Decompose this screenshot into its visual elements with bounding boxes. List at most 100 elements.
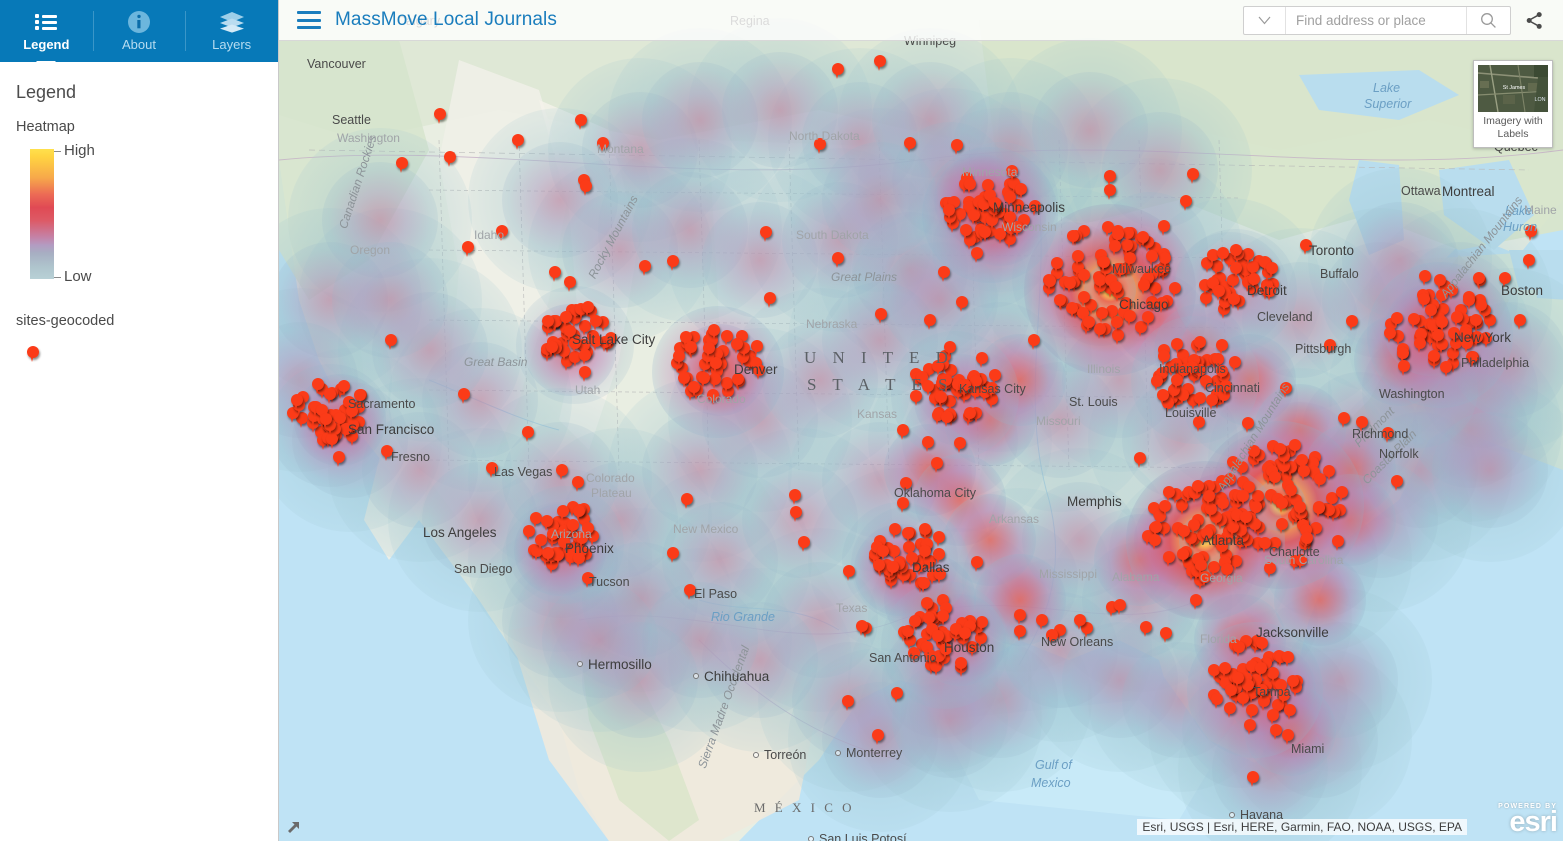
map-pin-marker[interactable] bbox=[939, 373, 953, 392]
tab-layers[interactable]: Layers bbox=[185, 0, 278, 62]
map-pin-marker[interactable] bbox=[1335, 485, 1349, 504]
map-pin-marker[interactable] bbox=[1134, 320, 1148, 339]
map-pin-marker[interactable] bbox=[534, 533, 548, 552]
map-pin-marker[interactable] bbox=[1170, 373, 1184, 392]
map-pin-marker[interactable] bbox=[1218, 661, 1232, 680]
map-pin-marker[interactable] bbox=[1313, 472, 1327, 491]
map-pin-marker[interactable] bbox=[953, 436, 967, 455]
map-pin-marker[interactable] bbox=[1300, 531, 1314, 550]
map-pin-marker[interactable] bbox=[752, 363, 766, 382]
map-pin-marker[interactable] bbox=[1206, 248, 1220, 267]
map-pin-marker[interactable] bbox=[1093, 322, 1107, 341]
map-pin-marker[interactable] bbox=[942, 203, 956, 222]
map-pin-marker[interactable] bbox=[1103, 169, 1117, 188]
map-pin-marker[interactable] bbox=[485, 461, 499, 480]
map-pin-marker[interactable] bbox=[1186, 167, 1200, 186]
map-pin-marker[interactable] bbox=[574, 113, 588, 132]
map-pin-marker[interactable] bbox=[1215, 338, 1229, 357]
map-pin-marker[interactable] bbox=[581, 300, 595, 319]
map-pin-marker[interactable] bbox=[1309, 521, 1323, 540]
map-pin-marker[interactable] bbox=[1176, 547, 1190, 566]
map-pin-marker[interactable] bbox=[679, 330, 693, 349]
map-pin-marker[interactable] bbox=[931, 359, 945, 378]
map-pin-marker[interactable] bbox=[923, 313, 937, 332]
map-pin-marker[interactable] bbox=[684, 340, 698, 359]
map-pin-marker[interactable] bbox=[1219, 379, 1233, 398]
map-pin-marker[interactable] bbox=[933, 567, 947, 586]
map-pin-marker[interactable] bbox=[940, 410, 954, 429]
map-pin-marker[interactable] bbox=[1194, 558, 1208, 577]
map-pin-marker[interactable] bbox=[1246, 770, 1260, 789]
map-pin-marker[interactable] bbox=[1281, 650, 1295, 669]
map-pin-marker[interactable] bbox=[899, 476, 913, 495]
map-pin-marker[interactable] bbox=[1418, 269, 1432, 288]
map-pin-marker[interactable] bbox=[1445, 283, 1459, 302]
map-pin-marker[interactable] bbox=[930, 456, 944, 475]
map-pin-marker[interactable] bbox=[1231, 671, 1245, 690]
map-pin-marker[interactable] bbox=[596, 136, 610, 155]
map-pin-marker[interactable] bbox=[1247, 444, 1261, 463]
map-pin-marker[interactable] bbox=[1255, 683, 1269, 702]
map-pin-marker[interactable] bbox=[1157, 349, 1171, 368]
map-pin-marker[interactable] bbox=[1355, 415, 1369, 434]
map-pin-marker[interactable] bbox=[1284, 483, 1298, 502]
map-pin-marker[interactable] bbox=[1397, 359, 1411, 378]
map-pin-marker[interactable] bbox=[1045, 628, 1059, 647]
map-pin-marker[interactable] bbox=[1210, 692, 1224, 711]
map-pin-marker[interactable] bbox=[1427, 349, 1441, 368]
map-pin-marker[interactable] bbox=[557, 535, 571, 554]
map-pin-marker[interactable] bbox=[1191, 479, 1205, 498]
map-pin-marker[interactable] bbox=[545, 340, 559, 359]
map-pin-marker[interactable] bbox=[763, 291, 777, 310]
map-pin-marker[interactable] bbox=[750, 339, 764, 358]
map-pin-marker[interactable] bbox=[666, 254, 680, 273]
map-pin-marker[interactable] bbox=[571, 475, 585, 494]
map-pin-marker[interactable] bbox=[1010, 220, 1024, 239]
map-pin-marker[interactable] bbox=[1337, 411, 1351, 430]
map-pin-marker[interactable] bbox=[581, 571, 595, 590]
map-pin-marker[interactable] bbox=[1483, 313, 1497, 332]
map-pin-marker[interactable] bbox=[1210, 259, 1224, 278]
map-pin-marker[interactable] bbox=[380, 444, 394, 463]
map-pin-marker[interactable] bbox=[1299, 238, 1313, 257]
map-pin-marker[interactable] bbox=[563, 275, 577, 294]
map-pin-marker[interactable] bbox=[969, 374, 983, 393]
map-pin-marker[interactable] bbox=[1435, 315, 1449, 334]
map-pin-marker[interactable] bbox=[1193, 335, 1207, 354]
map-pin-marker[interactable] bbox=[1390, 311, 1404, 330]
map-pin-marker[interactable] bbox=[572, 551, 586, 570]
map-pin-marker[interactable] bbox=[1199, 374, 1213, 393]
map-pin-marker[interactable] bbox=[842, 564, 856, 583]
map-pin-marker[interactable] bbox=[1230, 508, 1244, 527]
map-pin-marker[interactable] bbox=[1077, 290, 1091, 309]
map-pin-marker[interactable] bbox=[1522, 253, 1536, 272]
map-pin-marker[interactable] bbox=[1027, 333, 1041, 352]
map-pin-marker[interactable] bbox=[1275, 517, 1289, 536]
map-pin-marker[interactable] bbox=[932, 530, 946, 549]
map-pin-marker[interactable] bbox=[311, 377, 325, 396]
map-pin-marker[interactable] bbox=[1266, 708, 1280, 727]
map-pin-marker[interactable] bbox=[1297, 464, 1311, 483]
map-pin-marker[interactable] bbox=[1474, 298, 1488, 317]
map-pin-marker[interactable] bbox=[1200, 526, 1214, 545]
map-pin-marker[interactable] bbox=[887, 544, 901, 563]
expand-arrow-icon[interactable] bbox=[286, 819, 302, 835]
map-pin-marker[interactable] bbox=[888, 522, 902, 541]
map-pin-marker[interactable] bbox=[1145, 249, 1159, 268]
map-pin-marker[interactable] bbox=[1192, 415, 1206, 434]
map-pin-marker[interactable] bbox=[1141, 310, 1155, 329]
map-pin-marker[interactable] bbox=[1245, 703, 1259, 722]
map-pin-marker[interactable] bbox=[1322, 464, 1336, 483]
map-pin-marker[interactable] bbox=[1014, 182, 1028, 201]
map-pin-marker[interactable] bbox=[1162, 550, 1176, 569]
map-pin-marker[interactable] bbox=[1150, 374, 1164, 393]
map-pin-marker[interactable] bbox=[1236, 691, 1250, 710]
map-pin-marker[interactable] bbox=[290, 393, 304, 412]
map-pin-marker[interactable] bbox=[1263, 284, 1277, 303]
map-pin-marker[interactable] bbox=[1331, 534, 1345, 553]
map-pin-marker[interactable] bbox=[1241, 678, 1255, 697]
map-pin-marker[interactable] bbox=[319, 412, 333, 431]
map-pin-marker[interactable] bbox=[1472, 271, 1486, 290]
map-pin-marker[interactable] bbox=[325, 432, 339, 451]
map-pin-marker[interactable] bbox=[1268, 536, 1282, 555]
